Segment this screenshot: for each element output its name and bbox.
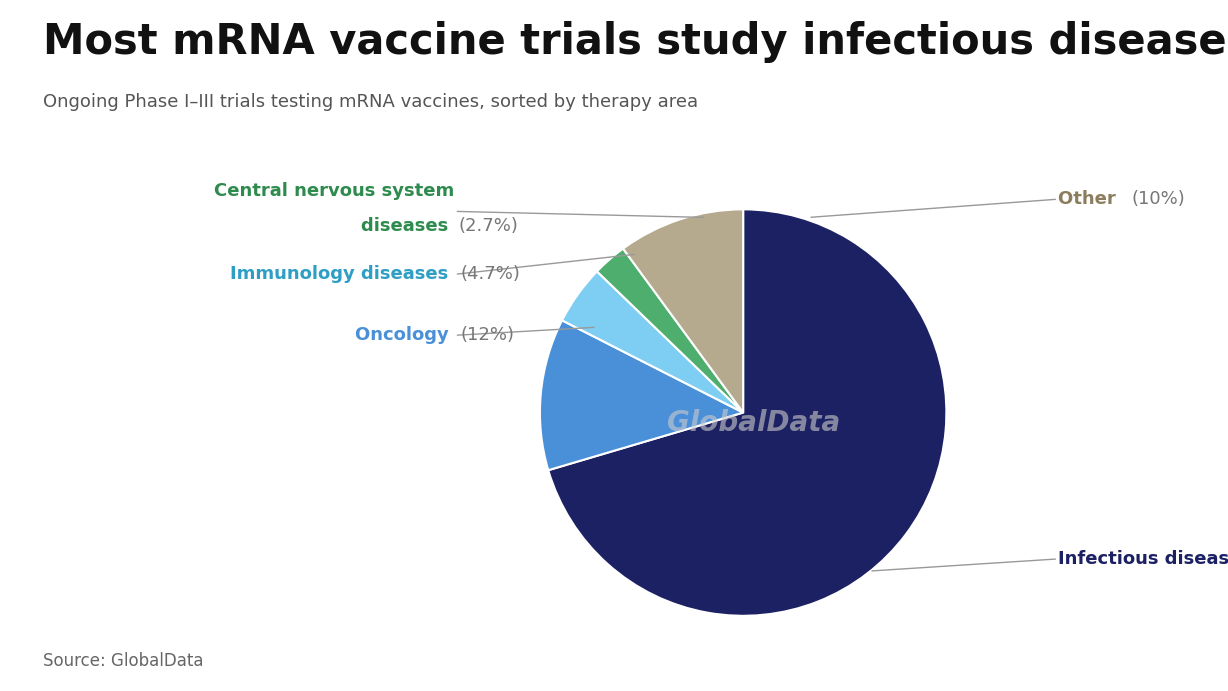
Text: Ongoing Phase I–III trials testing mRNA vaccines, sorted by therapy area: Ongoing Phase I–III trials testing mRNA … (43, 93, 698, 111)
Text: Oncology: Oncology (355, 326, 454, 344)
Text: (2.7%): (2.7%) (458, 216, 518, 234)
Text: Central nervous system: Central nervous system (215, 182, 454, 200)
Text: Immunology diseases: Immunology diseases (230, 265, 454, 283)
Wedge shape (623, 209, 743, 413)
Text: (12%): (12%) (460, 326, 515, 344)
Text: (10%): (10%) (1131, 190, 1185, 208)
Wedge shape (562, 272, 743, 413)
Wedge shape (597, 249, 743, 413)
Text: (4.7%): (4.7%) (460, 265, 521, 283)
Text: Most mRNA vaccine trials study infectious diseases: Most mRNA vaccine trials study infectiou… (43, 21, 1228, 63)
Text: GlobalData: GlobalData (667, 409, 840, 437)
Text: Source: GlobalData: Source: GlobalData (43, 652, 204, 670)
Wedge shape (540, 321, 743, 470)
Text: diseases: diseases (361, 216, 454, 234)
Text: Other: Other (1059, 190, 1122, 208)
Text: Infectious diseases: Infectious diseases (1059, 550, 1228, 568)
Wedge shape (548, 209, 947, 616)
